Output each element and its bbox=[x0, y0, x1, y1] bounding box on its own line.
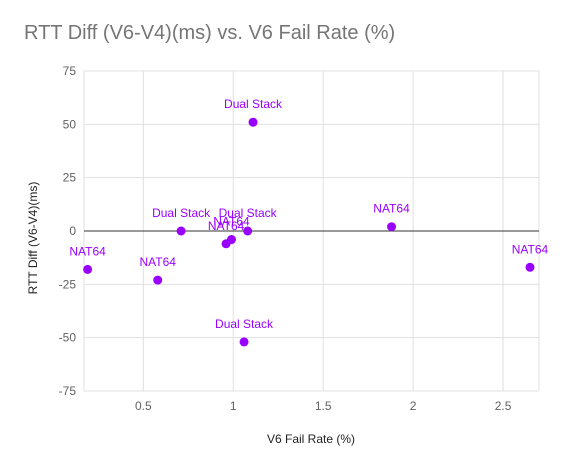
chart-title: RTT Diff (V6-V4)(ms) vs. V6 Fail Rate (%… bbox=[24, 22, 396, 44]
x-tick-label: 0.5 bbox=[135, 399, 152, 413]
data-label: Dual Stack bbox=[224, 97, 283, 111]
data-label: Dual Stack bbox=[215, 317, 274, 331]
y-tick-label: 0 bbox=[69, 224, 76, 238]
y-tick-labels: -75 -50 -25 0 25 50 75 bbox=[59, 64, 77, 398]
data-point bbox=[83, 264, 93, 274]
y-tick-label: -25 bbox=[59, 277, 77, 291]
data-point bbox=[153, 275, 163, 285]
data-point bbox=[239, 337, 249, 347]
y-axis-title: RTT Diff (V6-V4)(ms) bbox=[26, 182, 40, 295]
data-label: NAT64 bbox=[373, 202, 410, 216]
x-tick-label: 1.5 bbox=[315, 399, 332, 413]
data-point bbox=[226, 235, 236, 245]
data-point bbox=[387, 222, 397, 232]
data-label: NAT64 bbox=[213, 215, 250, 229]
data-label: NAT64 bbox=[69, 244, 106, 258]
data-label: NAT64 bbox=[140, 255, 177, 269]
data-label: NAT64 bbox=[512, 242, 549, 256]
x-tick-label: 2.5 bbox=[495, 399, 512, 413]
y-tick-label: -50 bbox=[59, 331, 77, 345]
data-label: Dual Stack bbox=[219, 206, 278, 220]
data-label: Dual Stack bbox=[152, 206, 211, 220]
y-tick-label: 75 bbox=[63, 64, 77, 78]
x-tick-label: 1 bbox=[230, 399, 237, 413]
y-tick-label: 25 bbox=[63, 171, 77, 185]
data-point bbox=[243, 226, 253, 236]
data-point bbox=[248, 117, 258, 127]
x-tick-labels: 0.5 1 1.5 2 2.5 bbox=[135, 399, 512, 413]
data-point bbox=[176, 226, 186, 236]
data-point bbox=[525, 262, 535, 272]
y-tick-label: -75 bbox=[59, 384, 77, 398]
x-axis-title: V6 Fail Rate (%) bbox=[267, 432, 355, 446]
data-points bbox=[83, 117, 535, 347]
data-label: NAT64 bbox=[208, 219, 245, 233]
y-tick-label: 50 bbox=[63, 117, 77, 131]
x-tick-label: 2 bbox=[410, 399, 417, 413]
